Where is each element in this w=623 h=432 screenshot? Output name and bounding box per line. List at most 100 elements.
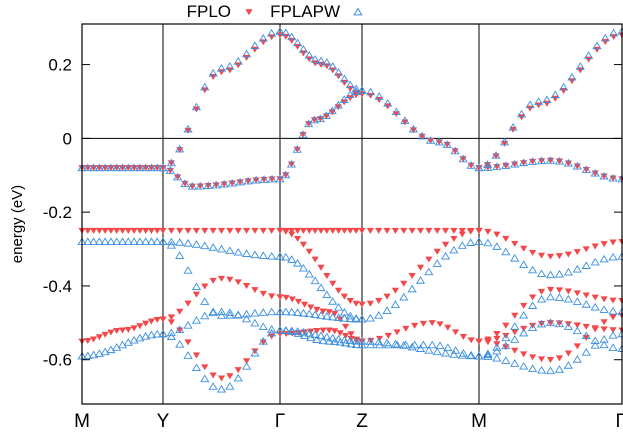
data-point (536, 365, 547, 374)
data-point (208, 243, 218, 251)
data-point (159, 316, 167, 323)
data-point (298, 45, 309, 53)
data-point (511, 240, 519, 247)
data-point (526, 105, 534, 112)
data-point (501, 247, 511, 256)
y-axis-title: energy (eV) (9, 185, 26, 263)
legend-label-fplo: FPLO (187, 2, 231, 21)
data-point (493, 331, 501, 337)
data-point (336, 330, 344, 337)
data-point (275, 252, 285, 260)
data-point (184, 339, 192, 346)
data-point (313, 328, 321, 334)
data-point (175, 238, 185, 246)
data-point (449, 350, 459, 358)
data-point (383, 227, 391, 234)
data-point (483, 350, 493, 359)
data-point (375, 227, 383, 234)
data-point (554, 156, 565, 165)
data-point (546, 357, 555, 363)
data-point (282, 294, 290, 301)
data-point (501, 341, 511, 350)
data-point (141, 237, 151, 245)
data-point (191, 282, 202, 291)
data-point (537, 288, 546, 295)
data-point (235, 177, 245, 186)
data-point (336, 316, 344, 323)
data-point (342, 323, 350, 330)
data-point (312, 335, 322, 343)
data-point (491, 151, 501, 159)
data-point (545, 270, 556, 279)
data-point (382, 306, 392, 314)
data-point (424, 346, 434, 354)
data-point (301, 301, 309, 308)
data-point (243, 176, 253, 185)
legend-marker-fplo (245, 9, 253, 16)
data-point (351, 84, 361, 93)
data-point (287, 327, 297, 336)
data-point (584, 51, 594, 59)
data-point (129, 163, 139, 172)
data-point (258, 308, 268, 316)
data-point (281, 307, 291, 316)
data-point (251, 175, 261, 184)
data-point (267, 328, 277, 337)
data-point (187, 182, 197, 190)
data-point (417, 131, 427, 140)
data-point (158, 329, 168, 338)
data-point (209, 74, 217, 80)
data-point (225, 246, 235, 254)
data-point (226, 227, 234, 234)
data-point (351, 314, 361, 323)
data-point (101, 227, 109, 234)
y-tick-label: -0.4 (43, 277, 72, 296)
data-point (175, 144, 185, 153)
data-point (275, 325, 285, 334)
x-tick-label: Z (356, 411, 368, 432)
data-point (365, 313, 375, 322)
data-point (415, 276, 426, 284)
data-point (323, 273, 331, 279)
data-point (275, 174, 285, 183)
data-point (609, 314, 617, 321)
data-point (358, 227, 366, 234)
legend-marker-icon (353, 7, 363, 16)
data-point (502, 322, 510, 329)
data-point (217, 375, 226, 382)
data-point (88, 350, 99, 359)
data-point (158, 237, 168, 245)
data-point (259, 175, 269, 183)
data-point (346, 298, 354, 304)
data-point (434, 137, 444, 146)
data-point (415, 344, 426, 352)
data-point (567, 72, 577, 81)
data-point (436, 321, 444, 328)
data-point (135, 237, 145, 245)
data-point (474, 237, 484, 245)
data-point (209, 277, 217, 284)
data-point (357, 340, 367, 349)
data-point (146, 237, 157, 245)
data-point (227, 178, 237, 187)
data-point (286, 159, 297, 168)
data-point (572, 264, 582, 273)
series-layer (77, 27, 623, 393)
data-point (330, 337, 340, 345)
data-point (293, 235, 302, 242)
data-point (292, 38, 303, 47)
data-point (383, 99, 393, 107)
data-point (310, 276, 320, 285)
data-point (383, 293, 391, 300)
data-point (328, 62, 338, 70)
data-point (166, 158, 176, 167)
data-point (299, 241, 308, 248)
x-tick-label: Γ (616, 411, 623, 432)
data-point (408, 124, 419, 133)
data-point (259, 227, 267, 234)
data-point (267, 325, 277, 333)
data-point (399, 292, 409, 301)
data-point (158, 163, 168, 172)
data-point (293, 329, 304, 337)
data-point (191, 316, 202, 324)
